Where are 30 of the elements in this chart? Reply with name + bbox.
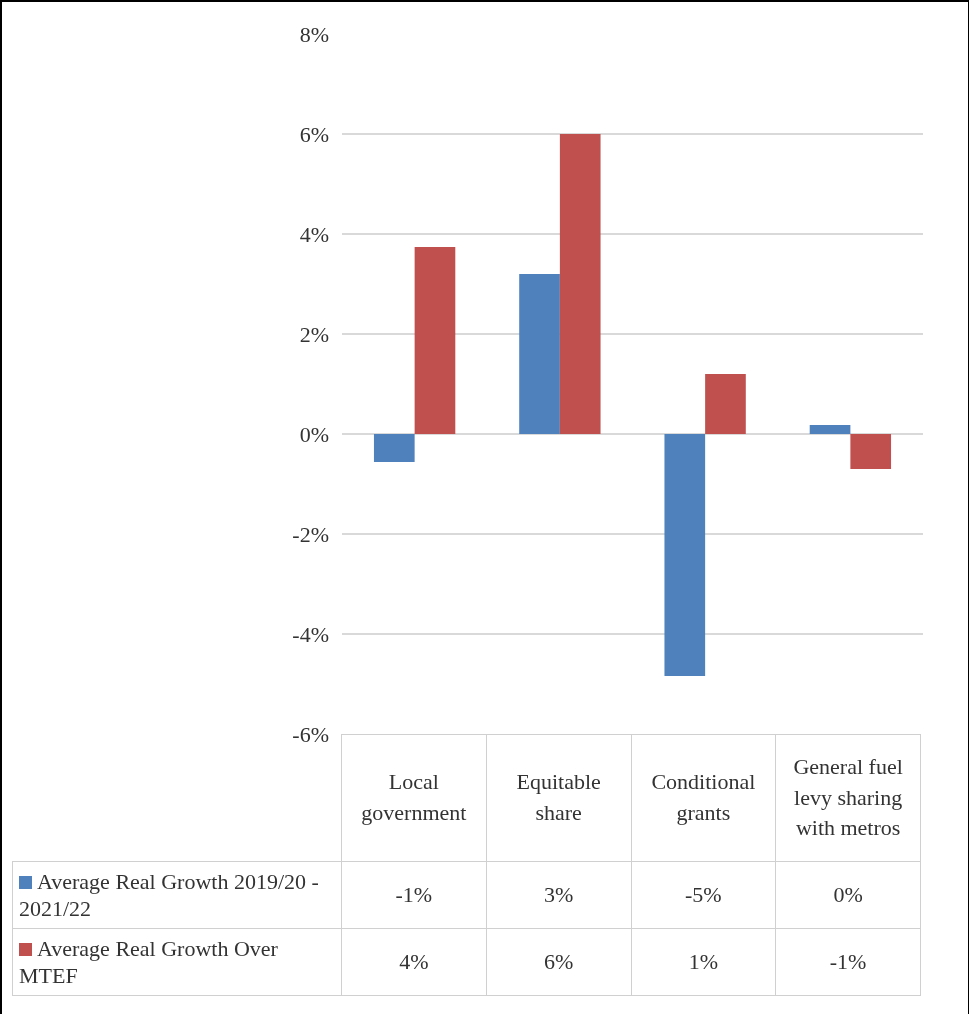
y-tick-label: -6% [292,721,329,747]
y-tick-label: 6% [299,121,329,147]
x-tick-label: Equitable share [486,734,631,862]
legend-label: Average Real Growth 2019/20 - 2021/22 [12,861,342,929]
y-tick-label: 2% [299,321,329,347]
data-label: 4% [341,928,487,996]
data-label: 6% [486,928,631,996]
bar [809,425,851,434]
bar [519,274,560,434]
x-tick-label: General fuel levy sharing with metros [775,734,921,862]
legend-label: Average Real Growth Over MTEF [12,928,342,996]
bar [705,374,746,434]
y-tick-label: 4% [299,221,329,247]
bar [373,434,415,462]
data-label: 3% [486,861,631,929]
data-label: -5% [631,861,776,929]
data-label: 1% [631,928,776,996]
y-tick-label: -2% [292,521,329,547]
data-label: 0% [775,861,921,929]
x-tick-label: Local government [341,734,487,862]
y-tick-label: 8% [299,21,329,47]
data-label: -1% [341,861,487,929]
data-label: -1% [775,928,921,996]
bar [414,247,456,434]
y-tick-label: -4% [292,621,329,647]
bar [664,434,706,676]
bar [850,434,892,469]
y-tick-label: 0% [299,421,329,447]
x-tick-label: Conditional grants [631,734,776,862]
bar [559,134,601,434]
